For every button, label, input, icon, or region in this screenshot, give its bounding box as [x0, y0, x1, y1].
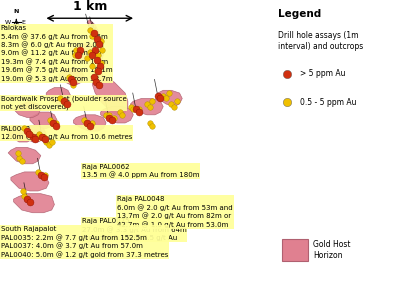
Polygon shape	[14, 194, 54, 213]
Text: Gold Host
Horizon: Gold Host Horizon	[313, 240, 350, 260]
Polygon shape	[158, 90, 182, 106]
Text: N: N	[14, 9, 19, 14]
Polygon shape	[101, 106, 133, 123]
Text: Legend: Legend	[278, 9, 322, 18]
Text: Boardwalk Prospect (boulder source
not yet discovered): Boardwalk Prospect (boulder source not y…	[0, 96, 126, 110]
Text: Raja PAL0075
27.0m @ 3.3 g/t Au from 64m
includes 8.8m @ 7.5 g/t Au: Raja PAL0075 27.0m @ 3.3 g/t Au from 64m…	[82, 218, 186, 241]
Text: Drill hole assays (1m
interval) and outcrops: Drill hole assays (1m interval) and outc…	[278, 31, 364, 51]
Polygon shape	[22, 126, 46, 142]
Text: South Rajapalot
PAL0035: 2.2m @ 7.7 g/t Au from 152.5m
PAL0037: 4.0m @ 3.7 g/t A: South Rajapalot PAL0035: 2.2m @ 7.7 g/t …	[0, 226, 168, 258]
Polygon shape	[87, 20, 128, 115]
Text: Raja PAL0062
13.5 m @ 4.0 ppm Au from 180m: Raja PAL0062 13.5 m @ 4.0 ppm Au from 18…	[82, 164, 199, 178]
Text: W: W	[5, 20, 11, 25]
Text: E: E	[22, 20, 26, 25]
Polygon shape	[14, 101, 41, 118]
Polygon shape	[30, 112, 57, 128]
Polygon shape	[60, 68, 84, 85]
Polygon shape	[74, 44, 98, 60]
Polygon shape	[46, 87, 71, 104]
Polygon shape	[8, 147, 41, 164]
Polygon shape	[130, 99, 163, 115]
Text: Palokas
5.4m @ 37.6 g/t Au from 2.5m
8.3m @ 6.0 g/t Au from 2.0m
9.0m @ 11.2 g/t: Palokas 5.4m @ 37.6 g/t Au from 2.5m 8.3…	[0, 25, 112, 82]
Bar	[282, 239, 308, 261]
Polygon shape	[11, 172, 49, 191]
Text: S: S	[14, 27, 18, 32]
Polygon shape	[74, 115, 106, 131]
Text: 1 km: 1 km	[72, 0, 107, 13]
Text: PAL0043
12.0m @ 1.2 g/t Au from 10.6 metres: PAL0043 12.0m @ 1.2 g/t Au from 10.6 met…	[0, 126, 132, 140]
Text: > 5 ppm Au: > 5 ppm Au	[300, 69, 346, 78]
Text: 0.5 - 5 ppm Au: 0.5 - 5 ppm Au	[300, 98, 357, 107]
Polygon shape	[6, 126, 35, 142]
Text: Raja PAL0048
6.0m @ 2.0 g/t Au from 53m and
13.7m @ 2.0 g/t Au from 82m or
42.7m: Raja PAL0048 6.0m @ 2.0 g/t Au from 53m …	[117, 197, 232, 228]
